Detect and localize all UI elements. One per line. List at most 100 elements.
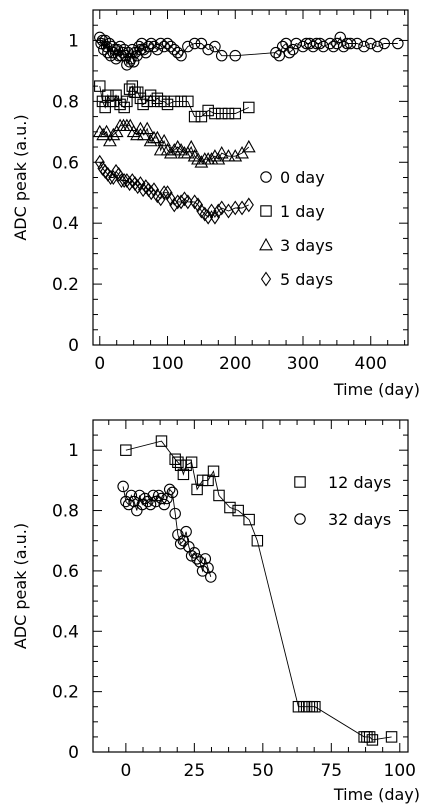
data-point [161, 98, 174, 111]
y-tick-label: 0 [68, 743, 79, 763]
data-point [94, 80, 106, 92]
data-point [151, 43, 164, 56]
data-point [309, 700, 321, 713]
data-point [177, 468, 190, 481]
data-point [108, 170, 119, 185]
y-tick-label: 0.2 [52, 275, 79, 295]
data-point [152, 489, 165, 502]
data-point [211, 152, 226, 165]
data-point [140, 121, 155, 135]
data-point [94, 154, 105, 170]
data-point [120, 444, 132, 456]
data-point [166, 486, 179, 499]
data-point [358, 40, 370, 53]
data-point [163, 483, 176, 496]
data-point [230, 200, 241, 216]
data-point [171, 46, 184, 59]
data-point [188, 37, 201, 50]
data-point [99, 124, 114, 138]
data-point [103, 133, 117, 147]
data-point [235, 146, 249, 159]
legend-marker [260, 205, 272, 217]
series-0-day [94, 31, 404, 71]
data-point [123, 118, 138, 132]
data-point [158, 498, 170, 511]
data-point [241, 139, 256, 153]
data-point [206, 203, 217, 219]
y-tick-label: 0.8 [52, 502, 79, 522]
data-point [136, 127, 151, 141]
y-tick-label: 0.6 [52, 153, 79, 173]
data-point [229, 107, 242, 120]
data-point [216, 200, 227, 216]
legend-label: 3 days [280, 236, 333, 255]
data-point [165, 40, 177, 53]
data-point [182, 194, 193, 210]
data-point [195, 110, 208, 123]
data-point [161, 37, 174, 50]
data-point [196, 565, 209, 577]
data-point [182, 40, 194, 53]
series-line [99, 36, 398, 65]
y-tick-label: 0.2 [52, 683, 79, 703]
x-tick-label: 100 [384, 761, 416, 781]
x-tick-label: 400 [355, 354, 387, 374]
data-point [92, 124, 107, 138]
data-point [155, 435, 168, 447]
data-point [147, 489, 160, 502]
data-point [125, 489, 138, 502]
data-point [154, 37, 167, 50]
data-point [99, 34, 111, 47]
data-point [145, 37, 158, 50]
data-point [224, 501, 236, 514]
data-point [215, 49, 228, 62]
y-tick-label: 1 [68, 31, 79, 51]
data-point [143, 133, 158, 147]
data-point [188, 110, 201, 123]
data-point [270, 46, 282, 59]
data-point [195, 37, 208, 50]
data-point [96, 127, 111, 141]
data-point [180, 525, 192, 538]
data-point [133, 121, 148, 135]
data-point [162, 185, 173, 201]
legend-marker [294, 476, 306, 488]
data-point [172, 456, 184, 469]
data-point [106, 127, 121, 141]
data-point [140, 46, 152, 59]
data-point [136, 498, 149, 511]
legend-marker [259, 237, 273, 251]
series-5-days [94, 154, 254, 225]
series-line [99, 162, 249, 219]
chart-1: 0 100 200 300 400 0 0.2 0.4 0.6 0.8 1 Time (day) ADC… [11, 9, 420, 399]
data-point [114, 40, 126, 53]
x-tick-label: 200 [219, 354, 251, 374]
legend-marker [294, 513, 306, 525]
data-point [108, 43, 121, 56]
data-point [113, 166, 124, 182]
data-point [385, 731, 398, 743]
data-point [148, 182, 160, 198]
data-point [119, 173, 130, 189]
data-point [105, 170, 116, 185]
y-axis-label: ADC peak (a.u.) [11, 114, 30, 240]
legend-label: 5 days [280, 270, 333, 289]
data-point [205, 571, 217, 583]
x-tick-label: 100 [151, 354, 183, 374]
data-point [131, 86, 144, 98]
data-point [214, 146, 229, 159]
x-tick-label: 0 [94, 354, 105, 374]
data-point [221, 149, 236, 162]
data-point [194, 155, 209, 168]
y-tick-label: 0 [68, 336, 79, 356]
data-point [276, 40, 289, 53]
data-point [182, 95, 194, 108]
data-point [202, 43, 214, 56]
plot-frame [92, 419, 409, 753]
x-tick-label: 300 [287, 354, 319, 374]
series-3-days [92, 118, 256, 168]
data-point [150, 495, 162, 508]
data-point [229, 49, 242, 62]
data-point [125, 52, 137, 65]
